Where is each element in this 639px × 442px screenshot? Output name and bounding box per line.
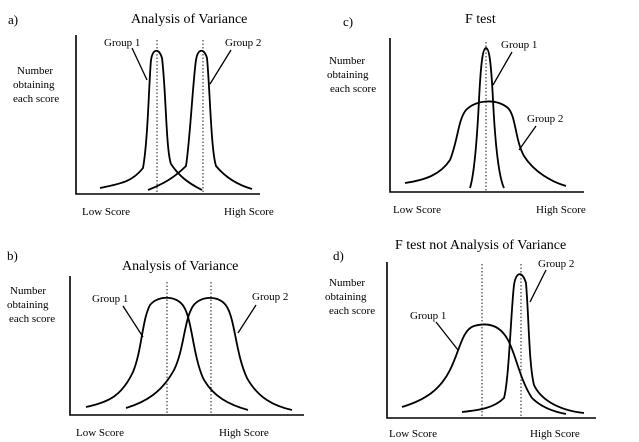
panel-d-xlabel-low: Low Score — [389, 428, 437, 440]
panel-d-group1-leader — [435, 321, 459, 351]
panel-a: a) Analysis of Variance Number obtaining… — [8, 12, 274, 218]
panel-d-group2-label: Group 2 — [538, 258, 574, 270]
panel-b-axes — [69, 276, 304, 416]
panel-a-axes — [75, 35, 260, 195]
panel-a-xlabel-low: Low Score — [82, 206, 130, 218]
panel-a-ylabel-line2: obtaining — [13, 79, 55, 91]
panel-b-group1-label: Group 1 — [92, 293, 128, 305]
panel-d-xlabel-high: High Score — [530, 428, 580, 440]
panel-c-group2-leader — [518, 125, 537, 151]
panel-b-ylabel-line3: each score — [9, 313, 55, 325]
panel-c-title: F test — [465, 12, 496, 27]
panel-c-group2-label: Group 2 — [527, 113, 563, 125]
panel-c-ylabel-line1: Number — [329, 55, 365, 67]
panel-d-ylabel-line1: Number — [329, 277, 365, 289]
panel-d-group2-leader — [529, 269, 547, 303]
panel-c-ylabel-line2: obtaining — [327, 69, 369, 81]
panel-d-letter: d) — [333, 248, 344, 263]
panel-b-xlabel-low: Low Score — [76, 427, 124, 439]
panel-d-ylabel-line3: each score — [329, 305, 375, 317]
panel-b-ylabel-line1: Number — [10, 285, 46, 297]
panel-c-group1-label: Group 1 — [501, 39, 537, 51]
panel-c: c) F test Number obtaining each score Gr… — [327, 12, 586, 216]
panel-a-group2-leader — [209, 49, 232, 85]
panel-b-group1-leader — [122, 305, 144, 338]
panel-a-group1-label: Group 1 — [104, 37, 140, 49]
panel-a-ylabel-line3: each score — [13, 93, 59, 105]
panel-c-letter: c) — [343, 14, 353, 29]
panel-a-letter: a) — [8, 12, 18, 27]
panel-c-curve-group2 — [404, 100, 567, 187]
panel-b-curve-group1 — [85, 296, 249, 411]
panel-d-axes — [386, 262, 596, 419]
panel-d-title: F test not Analysis of Variance — [395, 238, 566, 253]
panel-b-letter: b) — [7, 248, 18, 263]
panel-b-xlabel-high: High Score — [219, 427, 269, 439]
panel-b-group2-leader — [237, 304, 257, 334]
panel-c-axes — [389, 38, 584, 193]
panel-a-group2-label: Group 2 — [225, 37, 261, 49]
panel-b-title: Analysis of Variance — [122, 259, 238, 274]
panel-a-group1-leader — [131, 47, 148, 81]
panel-c-group1-leader — [492, 51, 513, 86]
panel-a-title: Analysis of Variance — [131, 12, 247, 27]
panel-d-group1-label: Group 1 — [410, 310, 446, 322]
panel-c-ylabel-line3: each score — [330, 83, 376, 95]
panel-a-xlabel-high: High Score — [224, 206, 274, 218]
panel-c-xlabel-low: Low Score — [393, 204, 441, 216]
panel-a-curve-group2 — [147, 49, 253, 191]
panel-c-curve-group1 — [469, 47, 505, 189]
panel-b-curve-group2 — [125, 296, 293, 411]
panel-a-curve-group1 — [99, 49, 203, 191]
panel-d: d) F test not Analysis of Variance Numbe… — [325, 238, 596, 440]
panel-b-ylabel-line2: obtaining — [7, 299, 49, 311]
panel-b-group2-label: Group 2 — [252, 291, 288, 303]
panel-b: b) Analysis of Variance Number obtaining… — [7, 248, 304, 439]
panel-a-ylabel-line1: Number — [17, 65, 53, 77]
panel-d-curve-group1 — [401, 323, 567, 415]
panel-d-ylabel-line2: obtaining — [325, 291, 367, 303]
panel-d-curve-group2 — [461, 273, 585, 414]
panel-c-xlabel-high: High Score — [536, 204, 586, 216]
